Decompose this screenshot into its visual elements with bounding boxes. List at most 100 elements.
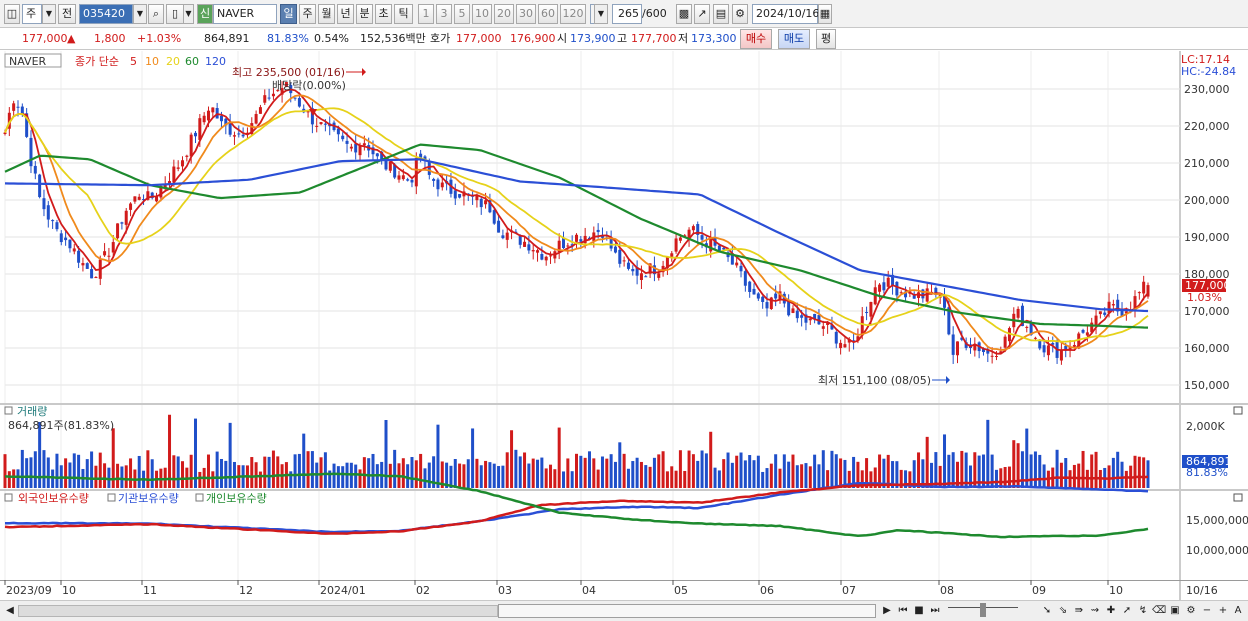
candle-body xyxy=(51,220,55,222)
volume-panel-toggle-icon[interactable] xyxy=(4,406,13,415)
zoom-in-button[interactable]: + xyxy=(1218,605,1228,616)
interval-dropdown-icon[interactable]: ▼ xyxy=(594,4,608,24)
gear-icon[interactable]: ⚙ xyxy=(732,4,748,24)
sell-button[interactable]: 매도 xyxy=(778,29,810,49)
snapshot-icon[interactable]: ▣ xyxy=(1170,605,1180,616)
candle-body xyxy=(68,239,72,249)
interval-10-button[interactable]: 10 xyxy=(472,4,492,24)
price-change-pct: +1.03% xyxy=(137,32,182,45)
period-tick-button[interactable]: 틱 xyxy=(394,4,413,24)
search-icon[interactable]: ⌕ xyxy=(148,4,164,24)
volume-bar xyxy=(886,454,890,488)
candle-body xyxy=(1046,345,1050,356)
interval-30-button[interactable]: 30 xyxy=(516,4,536,24)
count-input[interactable]: 265 xyxy=(612,4,642,24)
volume-bar xyxy=(748,455,752,488)
volume-bar xyxy=(492,463,496,488)
volume-bar xyxy=(990,454,994,488)
legend-indiv-toggle-icon[interactable] xyxy=(195,493,204,502)
draw-erase-icon[interactable]: ⌫ xyxy=(1152,605,1167,616)
price-axis-ticks: 230,000 220,000 210,000 200,000 190,000 180,0… xyxy=(1184,83,1230,392)
period-minute-button[interactable]: 분 xyxy=(356,4,373,24)
current-price: 177,000 xyxy=(22,32,68,45)
volume-panel-close-icon[interactable] xyxy=(1233,406,1243,415)
candle-body xyxy=(94,277,98,279)
interval-3-button[interactable]: 3 xyxy=(436,4,452,24)
candle-body xyxy=(7,112,11,129)
chart-settings-icon[interactable]: ▩ xyxy=(676,4,692,24)
code-dropdown-icon[interactable]: ▼ xyxy=(133,4,147,24)
tool-icon[interactable]: ↗ xyxy=(694,4,710,24)
scroll-thumb[interactable] xyxy=(498,604,876,618)
save-icon[interactable]: ▤ xyxy=(713,4,729,24)
candle-body xyxy=(1051,342,1055,345)
scroll-right-icon[interactable]: ▶ xyxy=(883,605,891,616)
type-select[interactable]: 주 xyxy=(22,4,42,24)
interval-120-button[interactable]: 120 xyxy=(560,4,586,24)
period-week-button[interactable]: 주 xyxy=(299,4,316,24)
interval-1-button[interactable]: 1 xyxy=(418,4,434,24)
scroll-left-icon[interactable]: ◀ xyxy=(6,605,14,616)
volume-bar xyxy=(575,453,578,488)
draw-line-icon[interactable]: ➘ xyxy=(1042,605,1052,616)
date-input[interactable]: 2024/10/16 xyxy=(752,4,819,24)
speaker-icon[interactable]: ▯ xyxy=(166,4,184,24)
candle-body xyxy=(137,196,141,200)
volume-bar xyxy=(414,460,418,488)
scroll-track[interactable] xyxy=(18,605,498,617)
font-size-button[interactable]: A xyxy=(1234,605,1242,616)
volume-bar xyxy=(1012,440,1016,488)
stop-icon[interactable]: ■ xyxy=(914,605,924,616)
candle-body xyxy=(752,288,756,295)
candle-body xyxy=(951,334,955,355)
interval-5-button[interactable]: 5 xyxy=(454,4,470,24)
draw-cross-icon[interactable]: ✚ xyxy=(1106,605,1116,616)
draw-arrow-icon[interactable]: ➚ xyxy=(1122,605,1132,616)
legend-inst-toggle-icon[interactable] xyxy=(107,493,116,502)
candle-body xyxy=(865,312,869,314)
zoom-slider-handle[interactable] xyxy=(980,603,986,617)
period-year-button[interactable]: 년 xyxy=(337,4,354,24)
volume-bar xyxy=(778,468,782,488)
draw-channel-icon[interactable]: ⇛ xyxy=(1074,605,1084,616)
holdings-panel-close-icon[interactable] xyxy=(1233,493,1243,502)
volume-bar xyxy=(839,458,843,488)
buy-button[interactable]: 매수 xyxy=(740,29,772,49)
first-page-icon[interactable]: ⏮ xyxy=(898,605,908,616)
period-second-button[interactable]: 초 xyxy=(375,4,392,24)
volume-bar xyxy=(1137,456,1141,488)
candle-body xyxy=(739,265,743,272)
volume-bar xyxy=(267,456,271,488)
stock-name-field[interactable]: NAVER xyxy=(213,4,277,24)
settings-icon[interactable]: ⚙ xyxy=(1186,605,1196,616)
candle-body xyxy=(674,238,678,252)
xaxis-labels: 2023/09 10 11 12 2024/01 02 03 04 05 06 07 08 09 10 xyxy=(4,580,1123,597)
draw-fib-icon[interactable]: ⇝ xyxy=(1090,605,1100,616)
xaxis-label: 08 xyxy=(940,584,954,597)
prev-button[interactable]: 전 xyxy=(58,4,76,24)
calendar-icon[interactable]: ▦ xyxy=(818,4,832,24)
candle-body xyxy=(921,289,925,299)
eval-button[interactable]: 평 xyxy=(816,29,836,49)
stock-chart[interactable]: NAVER 종가 단순 5 10 20 60 120 LC:17.14 HC:-… xyxy=(0,51,1248,600)
volume-bar xyxy=(843,459,847,488)
volume-bar xyxy=(98,452,102,488)
type-dropdown-icon[interactable]: ▼ xyxy=(42,4,56,24)
xaxis-label: 07 xyxy=(842,584,856,597)
window-icon[interactable]: ◫ xyxy=(4,4,20,24)
holdings-panel-toggle-icon[interactable] xyxy=(4,493,13,502)
stock-code-input[interactable]: 035420 xyxy=(79,4,133,24)
draw-gann-icon[interactable]: ↯ xyxy=(1138,605,1148,616)
period-month-button[interactable]: 월 xyxy=(318,4,335,24)
volume-bar xyxy=(46,457,50,488)
next-page-icon[interactable]: ⏭ xyxy=(930,605,940,616)
candle-body xyxy=(20,106,24,114)
draw-trend-icon[interactable]: ⇘ xyxy=(1058,605,1068,616)
zoom-out-button[interactable]: − xyxy=(1202,605,1212,616)
period-day-button[interactable]: 일 xyxy=(280,4,297,24)
speaker-dropdown-icon[interactable]: ▼ xyxy=(183,4,194,24)
interval-60-button[interactable]: 60 xyxy=(538,4,558,24)
volume-bar xyxy=(704,453,708,488)
volume-bar xyxy=(1072,464,1076,488)
interval-20-button[interactable]: 20 xyxy=(494,4,514,24)
